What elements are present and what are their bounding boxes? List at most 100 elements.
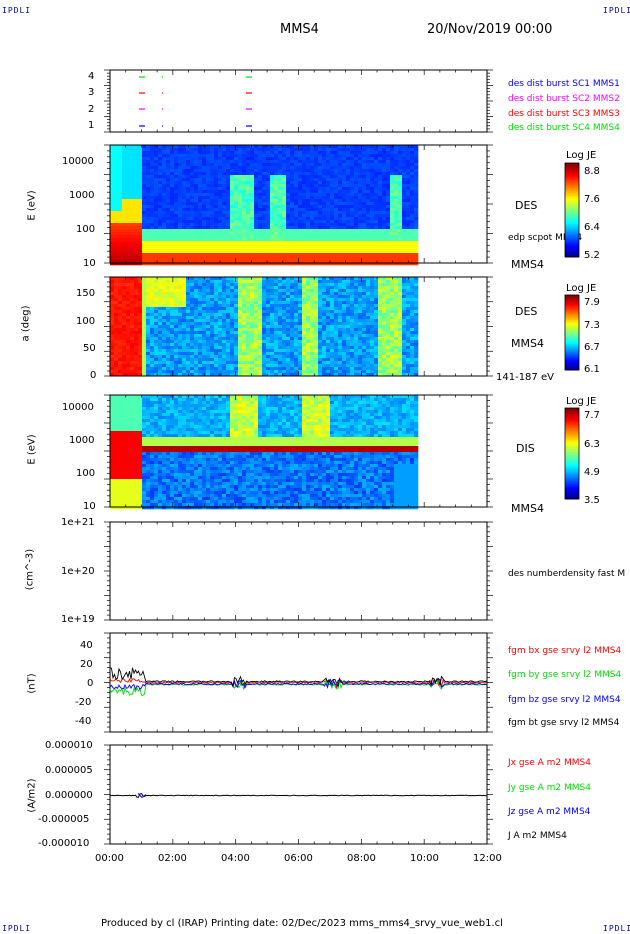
- datetime-title: 20/Nov/2019 00:00: [427, 22, 553, 37]
- panel-frame-current: [109, 744, 488, 845]
- p7-ytick-pos5: 0.000005: [45, 765, 93, 776]
- cbar2-tick-0: 7.9: [584, 297, 600, 308]
- cbar1-tick-0: 8.8: [584, 166, 600, 177]
- p7-ytick-neg5: -0.000005: [38, 814, 90, 825]
- p7-ytick-pos10: 0.000010: [45, 740, 93, 751]
- spectrogram-des-energy: [110, 145, 419, 266]
- spectrogram-des-pitch: [110, 277, 419, 377]
- p3-ytick-0: 0: [90, 370, 97, 381]
- cbar1-tick-3: 5.2: [584, 250, 600, 261]
- des-pitch-mms4: MMS4: [511, 337, 544, 350]
- cbar3-tick-2: 4.9: [584, 467, 600, 478]
- cbar3-tick-3: 3.5: [584, 495, 600, 506]
- bz-line: [109, 678, 487, 691]
- p2-ytick-100: 100: [76, 224, 96, 235]
- legend-bt: fgm bt gse srvy l2 MMS4: [508, 718, 620, 728]
- p3-ytick-150: 150: [76, 288, 96, 299]
- panel-ticks-dis-energy: [104, 394, 493, 508]
- corner-stamp-bottom-left: IPDLI: [2, 924, 32, 933]
- spacecraft-title: MMS4: [280, 22, 319, 37]
- p6-ytick-0: 0: [87, 678, 94, 689]
- j-line: [109, 793, 487, 798]
- cbar2-tick-1: 7.3: [584, 320, 600, 331]
- xtick-0800: 08:00: [347, 853, 376, 864]
- xtick-0400: 04:00: [221, 853, 250, 864]
- des-pitch-label: DES: [515, 305, 538, 318]
- p5-ytick-1e19: 1e+19: [61, 614, 95, 625]
- cbar3-tick-1: 6.3: [584, 439, 600, 450]
- xtick-1000: 10:00: [410, 853, 439, 864]
- p6-ytick-20: 20: [80, 659, 93, 670]
- panel-ticks-des-energy: [104, 144, 493, 264]
- cbar1-title: Log JE: [566, 150, 597, 161]
- panel-frame-density: [109, 521, 488, 621]
- colorbar-des-pitch: [564, 294, 580, 371]
- p4-ytick-100: 100: [76, 468, 96, 479]
- xtick-0000: 00:00: [95, 853, 124, 864]
- panel-ticks-mag: [104, 632, 493, 733]
- legend-jy: Jy gse A m2 MMS4: [508, 783, 591, 793]
- xtick-0200: 02:00: [158, 853, 187, 864]
- dis-energy-label: DIS: [516, 442, 535, 455]
- cbar1-tick-1: 7.6: [584, 194, 600, 205]
- p4-ytick-10: 10: [83, 501, 96, 512]
- p4-ytick-1000: 1000: [69, 435, 95, 446]
- panel-ticks-current: [104, 744, 493, 845]
- legend-j: J A m2 MMS4: [508, 831, 567, 841]
- cbar2-title: Log JE: [566, 283, 597, 294]
- panel-ticks-burst: [104, 69, 493, 133]
- energy-range-label: 141-187 eV: [496, 372, 554, 383]
- colorbar-dis-energy: [564, 407, 580, 500]
- legend-by: fgm by gse srvy l2 MMS4: [508, 670, 622, 680]
- cbar2-tick-3: 6.1: [584, 364, 600, 375]
- p1-ytick-3: 3: [88, 87, 95, 98]
- panel-ticks-des-pitch: [104, 276, 493, 377]
- panel-frame-burst: [109, 69, 488, 133]
- xtick-1200: 12:00: [473, 853, 502, 864]
- p6-ytick-m20: -20: [75, 697, 92, 708]
- colorbar-des-energy: [564, 162, 580, 258]
- cbar1-tick-2: 6.4: [584, 222, 600, 233]
- bt-line: [109, 667, 487, 688]
- p1-ytick-1: 1: [88, 120, 95, 131]
- jz-burst: [137, 793, 147, 799]
- legend-jx: Jx gse A m2 MMS4: [508, 758, 591, 768]
- xtick-0600: 06:00: [284, 853, 313, 864]
- legend-bz: fgm bz gse srvy l2 MMS4: [508, 695, 621, 705]
- des-energy-label: DES: [515, 199, 538, 212]
- p7-ytick-0: 0.000000: [45, 790, 93, 801]
- p6-ytick-m40: -40: [75, 716, 92, 727]
- p5-ytick-1e20: 1e+20: [61, 566, 95, 577]
- des-energy-mms4: MMS4: [511, 258, 544, 271]
- cbar2-tick-2: 6.7: [584, 342, 600, 353]
- density-legend: des numberdensity fast M: [508, 569, 626, 579]
- p3-ytick-100: 100: [76, 316, 96, 327]
- corner-stamp-top-right: IPDLI: [603, 6, 630, 15]
- p5-ytick-1e21: 1e+21: [61, 517, 95, 528]
- footer-credit: Produced by cl (IRAP) Printing date: 02/…: [101, 918, 503, 929]
- legend-jz: Jz gse A m2 MMS4: [508, 807, 591, 817]
- legend-burst-sc3: des dist burst SC3 MMS3: [508, 109, 620, 119]
- p6-ytick-40: 40: [80, 640, 93, 651]
- cbar3-tick-0: 7.7: [584, 410, 600, 421]
- spectrogram-dis-energy: [110, 395, 419, 510]
- p4-ytick-10000: 10000: [62, 402, 94, 413]
- corner-stamp-top-left: IPDLI: [2, 6, 32, 15]
- legend-burst-sc2: des dist burst SC2 MMS2: [508, 94, 620, 104]
- corner-stamp-bottom-right: IPDLI: [603, 924, 630, 933]
- cbar3-title: Log JE: [566, 396, 597, 407]
- p2-ytick-1000: 1000: [69, 190, 95, 201]
- dis-energy-mms4: MMS4: [511, 502, 544, 515]
- scpot-label: edp scpot MMS4: [508, 233, 583, 243]
- p1-ytick-4: 4: [88, 71, 95, 82]
- p1-ytick-2: 2: [88, 104, 95, 115]
- legend-burst-sc1: des dist burst SC1 MMS1: [508, 79, 620, 89]
- panel-ticks-density: [104, 521, 493, 621]
- p7-ytick-neg10: -0.000010: [38, 838, 90, 849]
- p3-ytick-50: 50: [83, 343, 96, 354]
- p2-ytick-10: 10: [83, 258, 96, 269]
- legend-bx: fgm bx gse srvy l2 MMS4: [508, 646, 622, 656]
- legend-burst-sc4: des dist burst SC4 MMS4: [508, 123, 620, 133]
- p2-ytick-10000: 10000: [62, 156, 94, 167]
